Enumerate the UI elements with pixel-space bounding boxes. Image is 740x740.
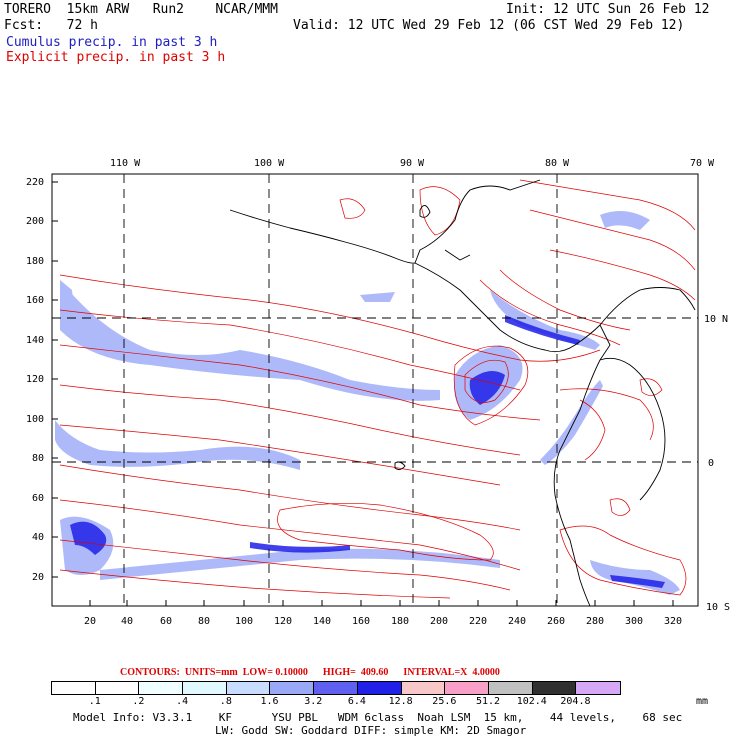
y-tick: 140 [26, 335, 44, 346]
y-tick: 160 [26, 295, 44, 306]
y-tick: 60 [32, 493, 44, 504]
legend-swatch [183, 682, 227, 694]
lat-label: 10 N [704, 314, 728, 325]
y-tick-labels: 220 200 180 160 140 120 100 80 60 40 20 [26, 177, 44, 583]
x-tick: 260 [547, 616, 565, 627]
longitude-labels: 110 W 100 W 90 W 80 W 70 W [110, 158, 715, 169]
legend-swatch [270, 682, 315, 694]
legend-label: 25.6 [432, 696, 457, 707]
x-tick: 120 [274, 616, 292, 627]
lat-lon-grid [52, 174, 698, 606]
legend-label: 12.8 [388, 696, 413, 707]
y-tick: 40 [32, 532, 44, 543]
x-tick: 160 [352, 616, 370, 627]
x-tick: 240 [508, 616, 526, 627]
coastlines [229, 179, 696, 607]
x-tick: 300 [625, 616, 643, 627]
lon-label: 70 W [690, 158, 715, 169]
model-physics: LW: Godd SW: Goddard DIFF: simple KM: 2D… [215, 724, 527, 737]
legend-swatch [357, 682, 402, 694]
legend-swatch [488, 682, 533, 694]
legend-label: 51.2 [476, 696, 501, 707]
y-tick: 180 [26, 256, 44, 267]
x-tick: 60 [160, 616, 172, 627]
legend-swatch [401, 682, 446, 694]
x-tick: 140 [313, 616, 331, 627]
x-tick: 220 [469, 616, 487, 627]
precip-map: 110 W 100 W 90 W 80 W 70 W 10 N 0 10 S 2… [26, 158, 730, 627]
legend-swatch [139, 682, 184, 694]
legend-swatch [226, 682, 271, 694]
y-tick: 20 [32, 572, 44, 583]
lon-label: 100 W [254, 158, 285, 169]
lat-label: 0 [708, 458, 714, 469]
model-title: TORERO 15km ARW Run2 NCAR/MMM [4, 2, 278, 17]
x-tick: 200 [430, 616, 448, 627]
x-tick: 320 [664, 616, 682, 627]
legend-swatch [314, 682, 358, 694]
init-time: Init: 12 UTC Sun 26 Feb 12 [506, 2, 710, 17]
x-tick: 180 [391, 616, 409, 627]
forecast-hour: Fcst: 72 h [4, 18, 98, 33]
x-tick-marks [89, 600, 674, 606]
cumulus-precip-heavy [70, 315, 665, 588]
x-tick-labels: 20 40 60 80 100 120 140 160 180 200 220 … [84, 616, 682, 627]
y-tick: 100 [26, 414, 44, 425]
y-tick: 80 [32, 453, 44, 464]
valid-time: Valid: 12 UTC Wed 29 Feb 12 (06 CST Wed … [293, 18, 685, 33]
x-tick: 80 [198, 616, 210, 627]
explicit-precip-contours [59, 179, 696, 599]
legend-swatch [52, 682, 96, 694]
legend-label: 204.8 [560, 696, 591, 707]
color-legend [51, 681, 621, 695]
model-info: Model Info: V3.3.1 KF YSU PBL WDM 6class… [73, 711, 683, 724]
contour-info: CONTOURS: UNITS=mm LOW= 0.10000 HIGH= 40… [120, 667, 500, 678]
lon-label: 80 W [545, 158, 570, 169]
cumulus-field-label: Cumulus precip. in past 3 h [6, 35, 218, 50]
x-tick: 40 [121, 616, 133, 627]
explicit-field-label: Explicit precip. in past 3 h [6, 50, 226, 65]
legend-label: 6.4 [347, 696, 366, 707]
x-tick: 280 [586, 616, 604, 627]
y-tick-marks [52, 181, 58, 578]
lon-label: 110 W [110, 158, 141, 169]
legend-unit: mm [696, 696, 709, 707]
legend-label: .8 [219, 696, 232, 707]
lon-label: 90 W [400, 158, 425, 169]
legend-label: .4 [176, 696, 189, 707]
legend-label: .2 [132, 696, 145, 707]
y-tick: 120 [26, 374, 44, 385]
legend-label: 102.4 [516, 696, 547, 707]
legend-label: 1.6 [260, 696, 279, 707]
legend-swatch [576, 682, 620, 694]
legend-swatch [445, 682, 489, 694]
legend-swatch [532, 682, 577, 694]
y-tick: 200 [26, 216, 44, 227]
legend-swatch [95, 682, 140, 694]
x-tick: 100 [235, 616, 253, 627]
legend-label: 3.2 [304, 696, 323, 707]
lat-label: 10 S [706, 602, 730, 613]
x-tick: 20 [84, 616, 96, 627]
legend-label: .1 [88, 696, 101, 707]
y-tick: 220 [26, 177, 44, 188]
latitude-labels: 10 N 0 10 S [704, 314, 730, 613]
